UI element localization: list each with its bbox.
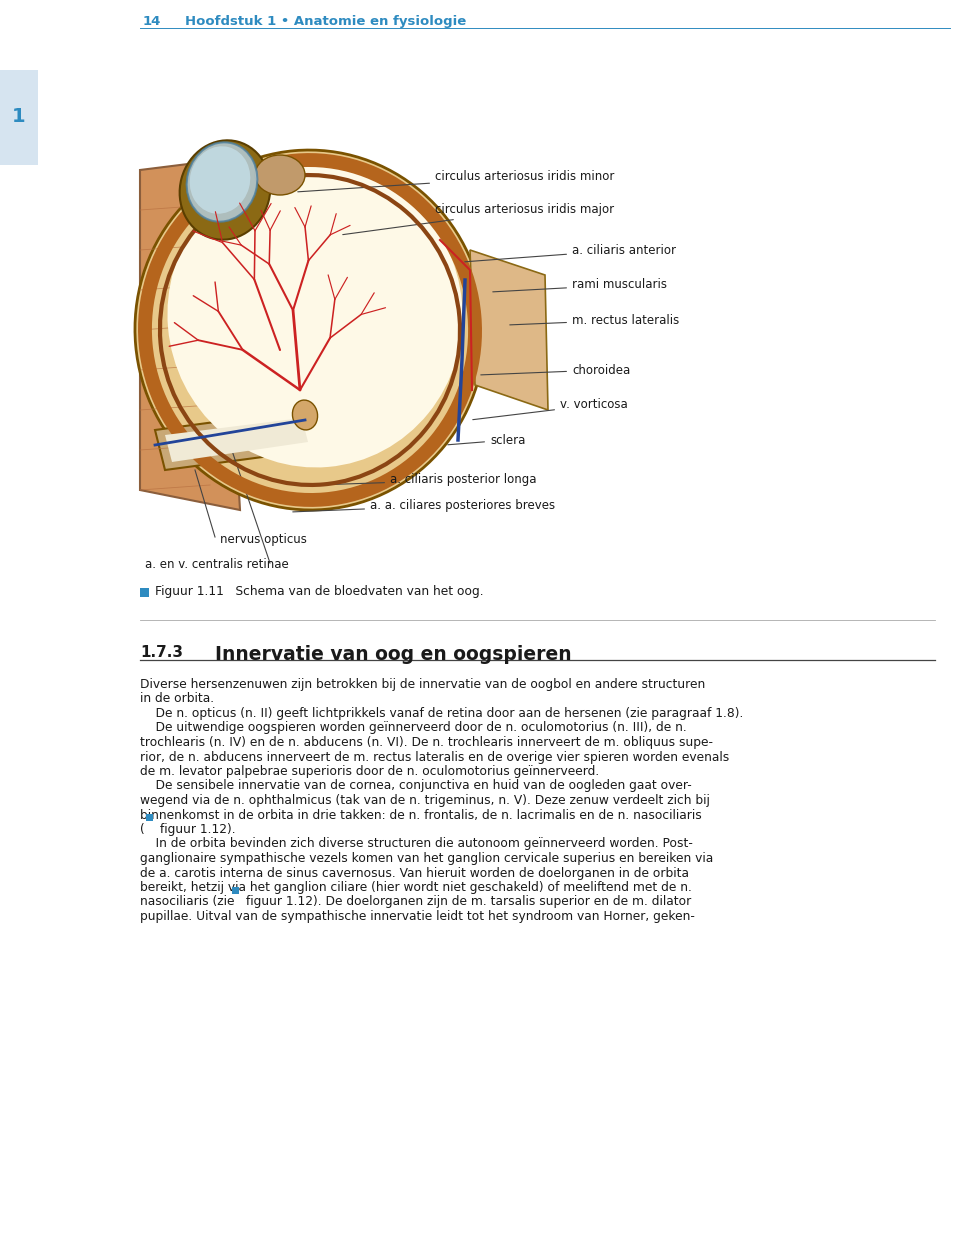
Ellipse shape <box>180 140 271 239</box>
Text: De uitwendige oogspieren worden geïnnerveerd door de n. oculomotorius (n. III), : De uitwendige oogspieren worden geïnnerv… <box>140 722 686 735</box>
Text: v. vorticosa: v. vorticosa <box>472 398 628 420</box>
Text: circulus arteriosus iridis major: circulus arteriosus iridis major <box>343 204 614 234</box>
Text: trochlearis (n. IV) en de n. abducens (n. VI). De n. trochlearis innerveert de m: trochlearis (n. IV) en de n. abducens (n… <box>140 736 713 748</box>
Polygon shape <box>470 249 548 410</box>
Polygon shape <box>140 160 240 510</box>
Polygon shape <box>155 410 315 470</box>
Text: 1: 1 <box>12 107 26 126</box>
Ellipse shape <box>190 146 251 214</box>
Text: bereikt, hetzij via het ganglion ciliare (hier wordt niet geschakeld) of meelift: bereikt, hetzij via het ganglion ciliare… <box>140 881 692 895</box>
Text: a. ciliaris anterior: a. ciliaris anterior <box>465 243 676 262</box>
Text: a. a. ciliares posteriores breves: a. a. ciliares posteriores breves <box>293 499 555 512</box>
Text: De n. opticus (n. II) geeft lichtprikkels vanaf de retina door aan de hersenen (: De n. opticus (n. II) geeft lichtprikkel… <box>140 707 743 719</box>
Text: a. en v. centralis retinae: a. en v. centralis retinae <box>145 558 289 572</box>
Text: (: ( <box>140 823 145 835</box>
Text: pupillae. Uitval van de sympathische innervatie leidt tot het syndroom van Horne: pupillae. Uitval van de sympathische inn… <box>140 910 695 924</box>
Text: Innervatie van oog en oogspieren: Innervatie van oog en oogspieren <box>215 645 571 664</box>
Text: nasociliaris (zie: nasociliaris (zie <box>140 896 238 908</box>
Text: m. rectus lateralis: m. rectus lateralis <box>510 314 680 326</box>
FancyBboxPatch shape <box>232 887 239 893</box>
Text: binnenkomst in de orbita in drie takken: de n. frontalis, de n. lacrimalis en de: binnenkomst in de orbita in drie takken:… <box>140 809 702 822</box>
FancyBboxPatch shape <box>146 814 153 822</box>
Text: In de orbita bevinden zich diverse structuren die autonoom geïnnerveerd worden. : In de orbita bevinden zich diverse struc… <box>140 838 693 851</box>
Text: figuur 1.12). De doelorganen zijn de m. tarsalis superior en de m. dilator: figuur 1.12). De doelorganen zijn de m. … <box>242 896 691 908</box>
Polygon shape <box>165 418 308 462</box>
Text: sclera: sclera <box>447 433 525 446</box>
Text: wegend via de n. ophthalmicus (tak van de n. trigeminus, n. V). Deze zenuw verde: wegend via de n. ophthalmicus (tak van d… <box>140 794 709 806</box>
Ellipse shape <box>135 150 485 510</box>
Text: de m. levator palpebrae superioris door de n. oculomotorius geïnnerveerd.: de m. levator palpebrae superioris door … <box>140 765 599 777</box>
Text: ganglionaire sympathische vezels komen van het ganglion cervicale superius en be: ganglionaire sympathische vezels komen v… <box>140 852 713 866</box>
Text: figuur 1.12).: figuur 1.12). <box>156 823 235 835</box>
Text: in de orbita.: in de orbita. <box>140 693 214 706</box>
Ellipse shape <box>167 163 463 467</box>
Text: circulus arteriosus iridis minor: circulus arteriosus iridis minor <box>298 170 614 192</box>
Ellipse shape <box>255 155 305 195</box>
Text: choroidea: choroidea <box>481 363 631 377</box>
Text: Hoofdstuk 1 • Anatomie en fysiologie: Hoofdstuk 1 • Anatomie en fysiologie <box>185 15 467 28</box>
Text: de a. carotis interna de sinus cavernosus. Van hieruit worden de doelorganen in : de a. carotis interna de sinus cavernosu… <box>140 867 689 879</box>
Text: 14: 14 <box>143 15 161 28</box>
Text: 1.7.3: 1.7.3 <box>140 645 183 660</box>
Text: nervus opticus: nervus opticus <box>220 533 307 547</box>
Text: rami muscularis: rami muscularis <box>492 278 667 292</box>
Text: a. ciliaris posterior longa: a. ciliaris posterior longa <box>318 474 537 486</box>
Ellipse shape <box>293 401 318 430</box>
Ellipse shape <box>186 142 257 222</box>
Text: Diverse hersenzenuwen zijn betrokken bij de innervatie van de oogbol en andere s: Diverse hersenzenuwen zijn betrokken bij… <box>140 678 706 690</box>
Text: De sensibele innervatie van de cornea, conjunctiva en huid van de oogleden gaat : De sensibele innervatie van de cornea, c… <box>140 780 692 793</box>
Text: rior, de n. abducens innerveert de m. rectus lateralis en de overige vier spiere: rior, de n. abducens innerveert de m. re… <box>140 751 730 764</box>
FancyBboxPatch shape <box>140 588 149 597</box>
FancyBboxPatch shape <box>0 71 38 165</box>
Text: Figuur 1.11   Schema van de bloedvaten van het oog.: Figuur 1.11 Schema van de bloedvaten van… <box>155 586 484 598</box>
